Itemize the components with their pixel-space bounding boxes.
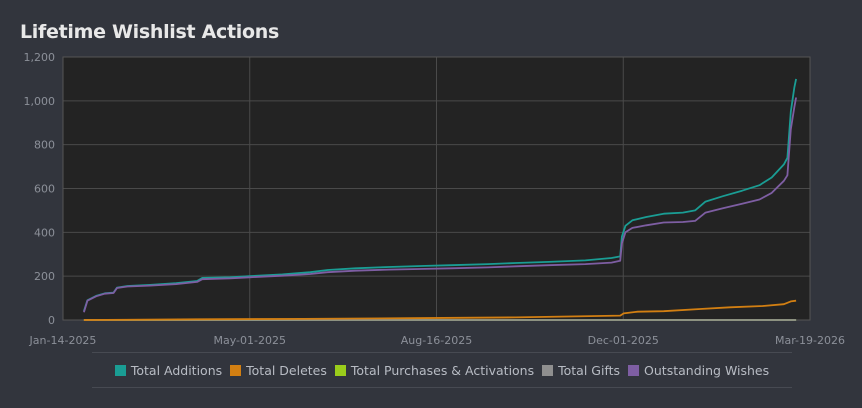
y-tick-label: 0 bbox=[48, 314, 55, 327]
legend-item-total-deletes[interactable]: Total Deletes bbox=[230, 363, 327, 378]
y-tick-label: 200 bbox=[34, 270, 55, 283]
x-tick-label: Mar-19-2026 bbox=[775, 334, 845, 347]
y-tick-label: 600 bbox=[34, 183, 55, 196]
legend-item-total-gifts[interactable]: Total Gifts bbox=[542, 363, 620, 378]
y-tick-label: 1,200 bbox=[24, 51, 56, 64]
legend-label: Total Additions bbox=[130, 362, 223, 378]
x-tick-label: Jan-14-2025 bbox=[29, 334, 97, 347]
wishlist-chart: 0 200 400 600 800 1,000 1,200 Jan-14-2025 May-0… bbox=[24, 51, 845, 347]
x-tick-label: Aug-16-2025 bbox=[401, 334, 472, 347]
legend-swatch bbox=[230, 364, 242, 376]
legend-swatch bbox=[542, 364, 554, 376]
legend-label: Total Deletes bbox=[246, 362, 327, 378]
legend-swatch bbox=[628, 364, 640, 376]
legend-label: Outstanding Wishes bbox=[644, 362, 770, 378]
legend-label: Total Gifts bbox=[558, 362, 621, 378]
legend-item-total-purchases-activations[interactable]: Total Purchases & Activations bbox=[334, 362, 535, 378]
legend-swatch bbox=[334, 364, 346, 376]
x-tick-label: Dec-01-2025 bbox=[588, 334, 659, 347]
series-line-outstanding-wishes bbox=[83, 97, 797, 313]
series-line-total-deletes bbox=[83, 299, 797, 321]
chart-legend: Total Additions Total Deletes Total Purcha… bbox=[92, 352, 792, 388]
y-tick-label: 800 bbox=[34, 139, 55, 152]
chart-title: Lifetime Wishlist Actions bbox=[20, 21, 279, 43]
x-tick-label: May-01-2025 bbox=[214, 334, 286, 347]
legend-label: Total Purchases & Activations bbox=[350, 362, 535, 378]
y-tick-label: 1,000 bbox=[24, 95, 56, 108]
legend-item-total-additions[interactable]: Total Additions bbox=[114, 362, 223, 378]
y-tick-label: 400 bbox=[34, 226, 55, 239]
legend-swatch bbox=[114, 364, 126, 376]
legend-item-outstanding-wishes[interactable]: Outstanding Wishes bbox=[628, 363, 769, 378]
